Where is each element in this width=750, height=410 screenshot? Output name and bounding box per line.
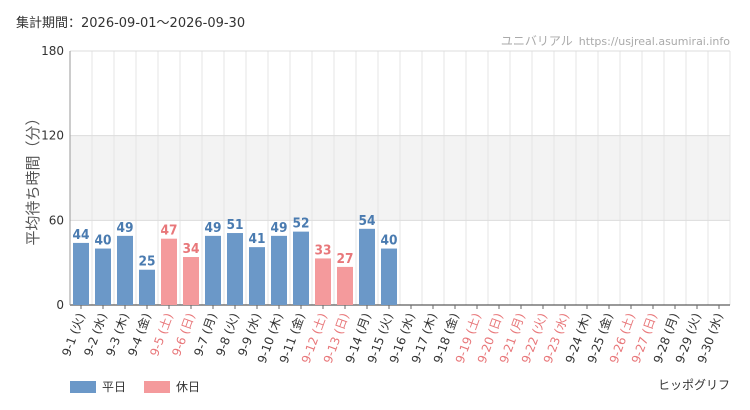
bar-value-label: 41 (249, 232, 266, 247)
bar-value-label: 52 (293, 217, 310, 232)
bar (117, 235, 133, 305)
legend-holiday-label: 休日 (176, 380, 201, 394)
bar (205, 235, 221, 305)
source-name: ユニバリアル (500, 34, 573, 48)
bar (381, 248, 397, 305)
bar-value-label: 40 (381, 234, 398, 249)
bar-value-label: 40 (95, 234, 112, 249)
bar-value-label: 25 (139, 255, 156, 270)
bar-value-label: 27 (337, 252, 354, 267)
bar (249, 247, 265, 305)
period-label: 集計期間：2026-09-01～2026-09-30 (16, 16, 246, 31)
bar (95, 248, 111, 305)
bar (293, 231, 309, 305)
bar (139, 269, 155, 305)
bar-value-label: 49 (117, 221, 134, 236)
y-tick-label: 60 (49, 213, 64, 227)
bar-value-label: 33 (315, 243, 332, 258)
bar (227, 233, 243, 305)
bar (337, 266, 353, 305)
bar-value-label: 51 (227, 218, 244, 233)
bar-value-label: 49 (271, 221, 288, 236)
source-url[interactable]: https://usjreal.asumirai.info (578, 35, 730, 48)
legend-weekday-swatch (70, 380, 96, 393)
bar (359, 228, 375, 305)
legend-holiday-swatch (144, 380, 171, 393)
bar (161, 238, 177, 305)
bar-value-label: 54 (359, 214, 376, 229)
y-tick-label: 120 (41, 129, 64, 143)
legend-weekday[interactable]: 平日 (70, 378, 126, 395)
bar (183, 257, 199, 305)
bar (315, 258, 331, 305)
legend-weekday-label: 平日 (102, 380, 127, 394)
y-tick-label: 0 (56, 298, 64, 312)
bar (271, 235, 287, 305)
bar-value-label: 44 (73, 228, 90, 243)
attraction-name: ヒッポグリフ (657, 378, 730, 392)
y-axis-label: 平均待ち時間（分） (24, 110, 42, 245)
bar-value-label: 34 (183, 242, 200, 257)
source-credit: ユニバリアル https://usjreal.asumirai.info (501, 32, 730, 49)
bar (73, 242, 89, 305)
legend-holiday[interactable]: 休日 (144, 378, 200, 395)
y-tick-label: 180 (41, 44, 64, 58)
bar-value-label: 47 (161, 224, 178, 239)
bar-value-label: 49 (205, 221, 222, 236)
chart-legend: 平日 休日 (70, 378, 218, 395)
